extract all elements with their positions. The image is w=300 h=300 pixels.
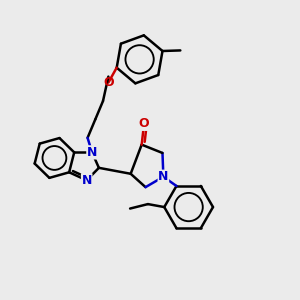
Text: N: N	[82, 174, 92, 187]
Text: O: O	[139, 117, 149, 130]
Text: N: N	[87, 146, 97, 159]
Text: N: N	[158, 170, 169, 183]
Text: O: O	[103, 76, 114, 89]
